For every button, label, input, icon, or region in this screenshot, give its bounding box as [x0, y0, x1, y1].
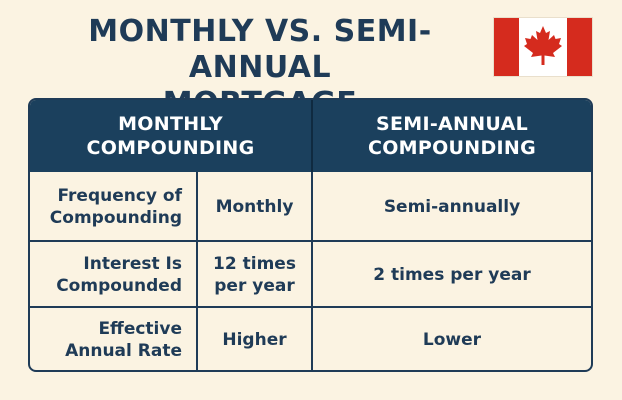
header-semi-annual-compounding: SEMI-ANNUAL COMPOUNDING: [313, 100, 591, 172]
row-label-line-2: Compounding: [49, 208, 182, 228]
semi-annual-value-text: Semi-annually: [383, 197, 521, 217]
column-divider-middle: [311, 172, 313, 370]
row-label-line-2: Compounded: [56, 276, 182, 296]
row-label-line-2: Annual Rate: [65, 341, 182, 361]
monthly-value: Higher: [198, 308, 311, 370]
header-divider: [311, 100, 313, 172]
semi-annual-value: Semi-annually: [313, 172, 591, 242]
table-row: Interest Is Compounded 12 times per year…: [30, 242, 591, 308]
table-row: Effective Annual Rate Higher Lower: [30, 308, 591, 370]
title-line-1: MONTHLY VS. SEMI-ANNUAL: [88, 14, 432, 85]
flag-left-bar: [494, 18, 519, 76]
canada-flag-icon: [494, 18, 592, 76]
semi-annual-value-text: 2 times per year: [373, 265, 531, 285]
semi-annual-value: Lower: [313, 308, 591, 370]
row-divider: [30, 240, 591, 242]
maple-leaf-icon: [524, 26, 562, 65]
column-divider-label: [196, 172, 198, 370]
header-semi-annual-line-2: COMPOUNDING: [367, 137, 537, 159]
monthly-value-line-1: Higher: [222, 330, 287, 350]
monthly-value-line-1: 12 times: [213, 254, 296, 274]
row-label-interest: Interest Is Compounded: [30, 242, 196, 308]
header-monthly-line-2: COMPOUNDING: [86, 137, 255, 159]
table-header: MONTHLY COMPOUNDING SEMI-ANNUAL COMPOUND…: [30, 100, 591, 172]
header-semi-annual-line-1: SEMI-ANNUAL: [376, 113, 528, 135]
monthly-value-line-2: per year: [214, 276, 295, 296]
row-label-line-1: Frequency of: [57, 186, 183, 206]
monthly-value: Monthly: [198, 172, 311, 242]
row-label-effective-rate: Effective Annual Rate: [30, 308, 196, 370]
monthly-value: 12 times per year: [198, 242, 311, 308]
row-label-frequency: Frequency of Compounding: [30, 172, 196, 242]
row-divider: [30, 306, 591, 308]
header-monthly-compounding: MONTHLY COMPOUNDING: [30, 100, 311, 172]
header-monthly-line-1: MONTHLY: [118, 113, 223, 135]
row-label-line-1: Effective: [98, 319, 182, 339]
flag-right-bar: [567, 18, 592, 76]
table-row: Frequency of Compounding Monthly Semi-an…: [30, 172, 591, 242]
semi-annual-value: 2 times per year: [313, 242, 591, 308]
comparison-table: MONTHLY COMPOUNDING SEMI-ANNUAL COMPOUND…: [28, 98, 593, 372]
monthly-value-line-1: Monthly: [215, 197, 294, 217]
row-label-line-1: Interest Is: [83, 254, 182, 274]
semi-annual-value-text: Lower: [422, 330, 482, 350]
